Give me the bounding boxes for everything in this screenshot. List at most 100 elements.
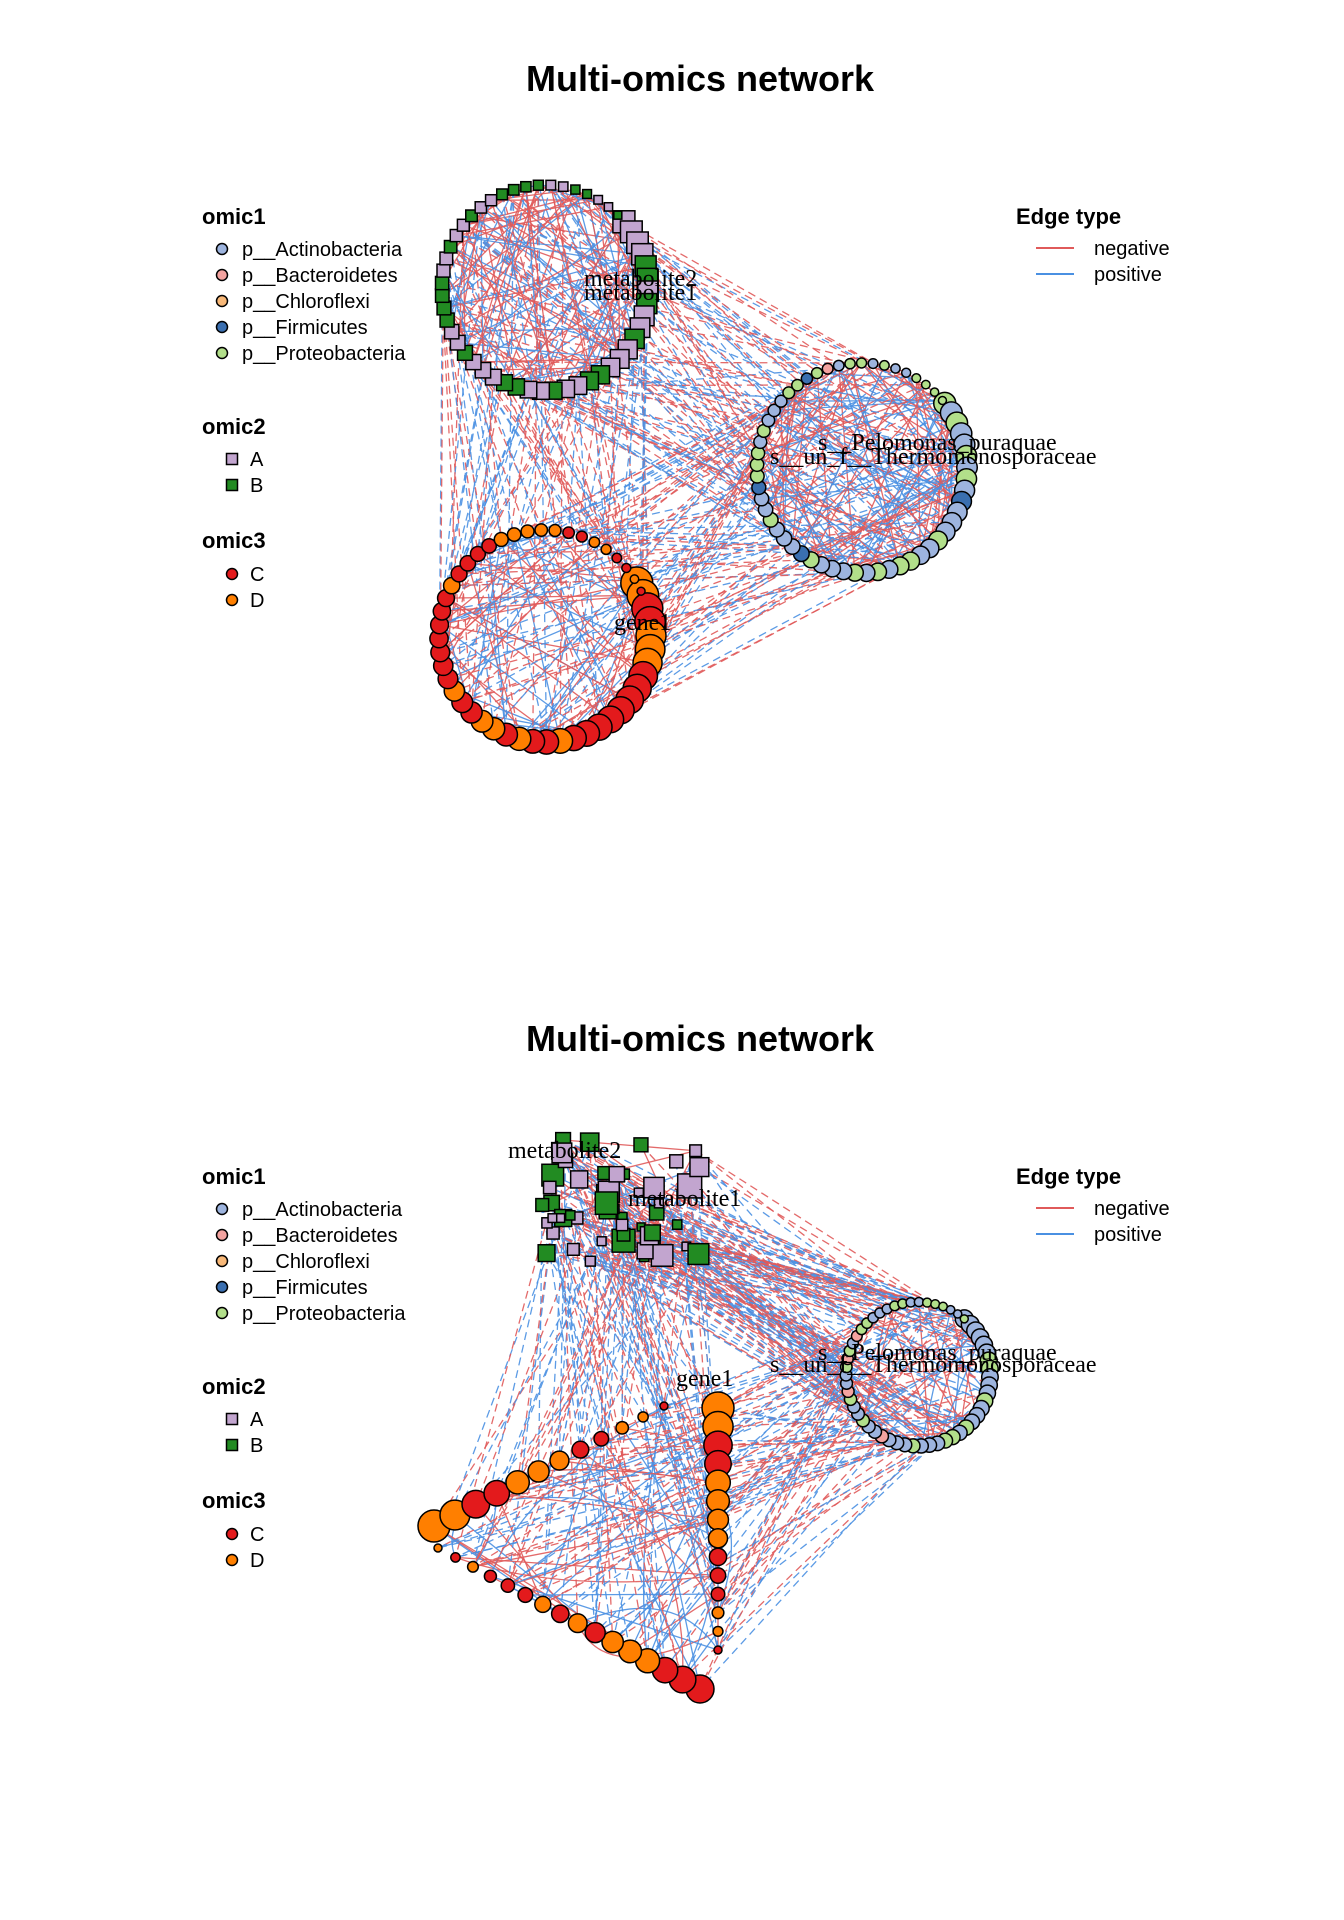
edge-positive <box>639 327 651 650</box>
edge-positive <box>554 529 921 556</box>
gene-node <box>517 1586 534 1604</box>
edge-negative <box>477 545 793 555</box>
edge-negative <box>699 1166 928 1304</box>
edge-negative <box>642 253 943 402</box>
node-label-pelomonas: s__Pelomonas_puraquae <box>818 430 1057 456</box>
edge-negative <box>649 378 808 623</box>
edge-positive <box>642 1405 665 1661</box>
metabolite-node <box>546 1226 560 1240</box>
edge-positive <box>537 185 548 742</box>
edge-positive <box>699 1445 922 1690</box>
edge-negative <box>616 399 943 559</box>
gene-node <box>621 562 632 574</box>
legend-dot-actinobacteria <box>215 1202 229 1216</box>
legend-label-chloroflexi: p__Chloroflexi <box>242 291 370 313</box>
gene-node <box>483 1479 511 1507</box>
microbe-node <box>782 386 796 400</box>
edge-positive <box>552 1232 631 1652</box>
metabolite-node <box>465 209 479 223</box>
legend-label-negative: negative <box>1094 238 1170 260</box>
edge-positive <box>488 377 917 547</box>
legend-edge-type: Edge type negative positive <box>1016 204 1170 286</box>
edge-positive <box>440 455 967 653</box>
edge-negative <box>619 358 946 533</box>
legend-label-positive: positive <box>1094 264 1162 286</box>
edge-negative <box>579 1449 719 1558</box>
microbe-node <box>832 359 845 372</box>
edge-positive <box>542 1444 719 1605</box>
legend-label-c: C <box>250 1524 264 1546</box>
edge-negative <box>454 559 812 692</box>
edge-negative <box>717 1309 952 1614</box>
chart-title: Multi-omics network <box>526 58 875 99</box>
gene-node <box>534 1595 552 1614</box>
gene-node <box>611 552 623 564</box>
edge-negative <box>649 1235 960 1434</box>
legend-label-d: D <box>250 590 264 612</box>
edge-positive <box>454 1260 591 1516</box>
edge-positive <box>461 532 570 703</box>
edge-negative <box>614 1208 985 1346</box>
edge-positive <box>594 1382 848 1634</box>
edge-positive <box>564 1160 719 1558</box>
legend-label-c: C <box>250 564 264 586</box>
edge-positive <box>490 199 621 360</box>
edge-positive <box>550 184 946 533</box>
node-label-layer: metabolite2 metabolite1 s__Pelomonas_pur… <box>508 1138 1097 1392</box>
microbe-node <box>790 378 804 392</box>
metabolite-node <box>593 194 604 205</box>
edge-positive <box>601 1240 986 1402</box>
gene-node <box>707 1528 729 1549</box>
edge-negative <box>640 1144 847 1368</box>
legend-label-firmicutes: p__Firmicutes <box>242 1277 368 1299</box>
edge-positive <box>446 319 495 729</box>
edge-negative <box>496 1359 989 1494</box>
edge-positive <box>493 419 769 730</box>
edge-positive <box>445 409 775 599</box>
edge-positive <box>636 478 967 584</box>
edge-negative <box>475 1172 605 1505</box>
gene-node <box>600 543 612 556</box>
edge-negative <box>821 466 968 566</box>
metabolite-node <box>436 300 452 316</box>
microbe-node <box>855 357 868 369</box>
edge-negative <box>646 410 775 664</box>
edge-positive <box>620 402 946 711</box>
legend-label-positive: positive <box>1094 1224 1162 1246</box>
edge-positive <box>646 303 767 510</box>
legend-label-a: A <box>250 449 264 471</box>
edge-positive <box>472 1210 609 1568</box>
metabolite-node <box>520 180 532 193</box>
edge-positive <box>545 378 808 743</box>
metabolite-node <box>436 263 451 278</box>
gene-node <box>562 526 576 540</box>
legend-label-proteobacteria: p__Proteobacteria <box>242 1303 406 1325</box>
edge-negative <box>816 373 833 569</box>
legend-dot-proteobacteria <box>215 1306 229 1320</box>
edge-positive <box>445 258 515 535</box>
microbe-node <box>774 394 788 408</box>
metabolite-node <box>439 251 454 266</box>
metabolite-node <box>449 228 464 243</box>
edge-negative <box>578 1179 719 1483</box>
edge-negative <box>717 1328 862 1409</box>
legend-omic3: omic3 C D <box>202 1488 266 1572</box>
microbe-node <box>937 395 948 406</box>
gene-node <box>567 1613 588 1634</box>
metabolite-node <box>608 1165 626 1183</box>
network-plot-1: metabolite2 metabolite1 s__Pelomonas_pur… <box>202 58 1170 755</box>
metabolite-node <box>689 1156 710 1178</box>
microbe-node <box>890 363 901 374</box>
microbe-node <box>878 359 890 371</box>
metabolite-node <box>551 1142 573 1164</box>
gene-node <box>466 1560 480 1573</box>
metabolite-node <box>434 275 450 291</box>
edge-negative <box>642 570 844 677</box>
edge-negative <box>949 1309 978 1416</box>
gene-node <box>506 527 522 543</box>
edge-positive <box>664 1391 849 1671</box>
edge-negative <box>463 193 588 226</box>
edge-positive <box>717 1330 977 1632</box>
edge-positive <box>642 1303 903 1418</box>
edge-negative <box>573 1248 985 1346</box>
